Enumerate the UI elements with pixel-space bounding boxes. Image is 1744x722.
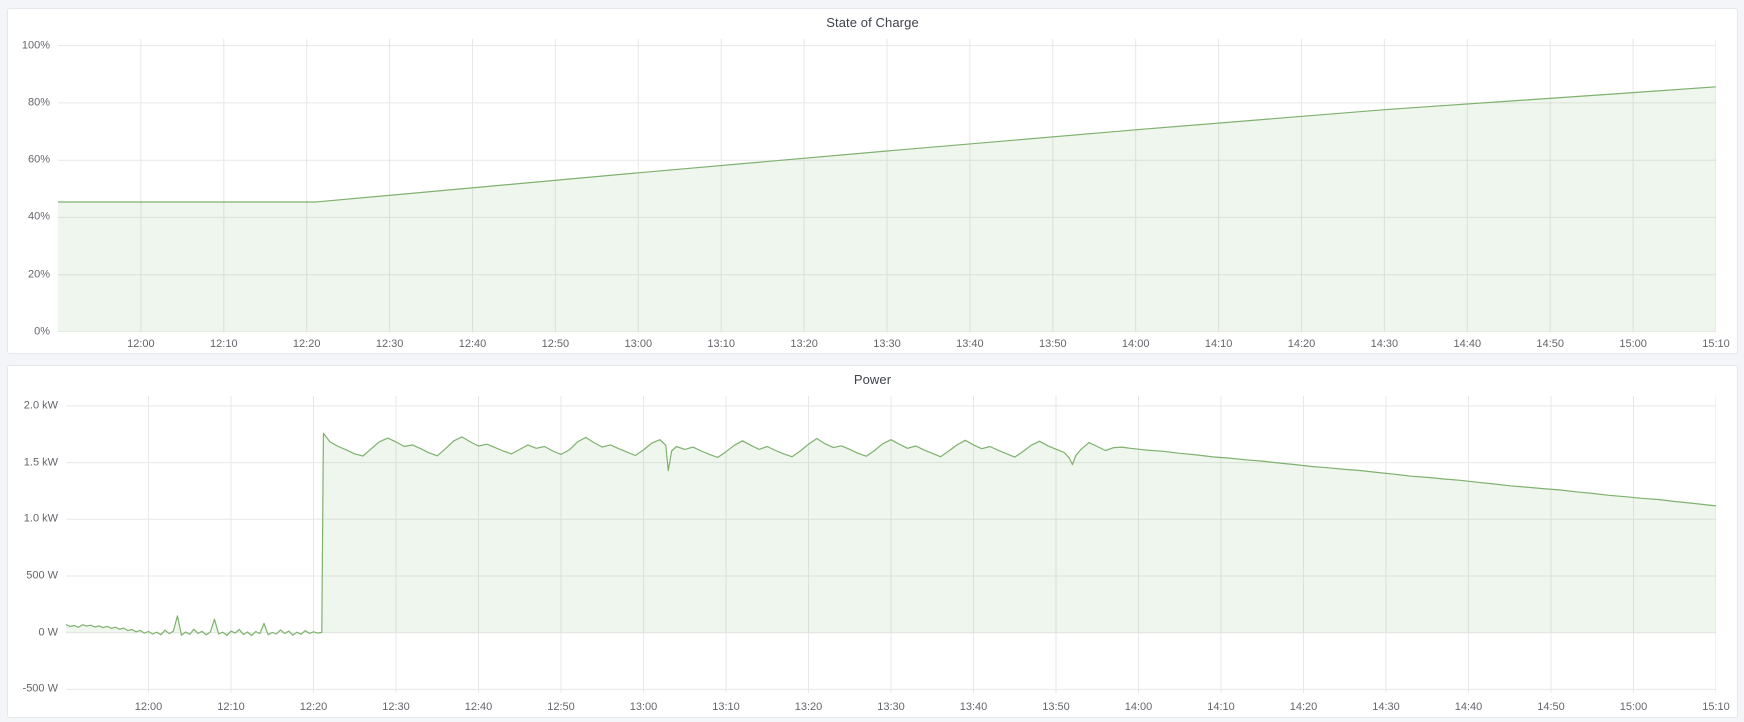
power-y-tick-label: -500 W — [22, 682, 58, 695]
soc-series-line — [58, 86, 1716, 203]
power-x-tick-label: 12:30 — [382, 701, 410, 713]
power-plot-area[interactable] — [66, 396, 1716, 693]
power-series-line — [66, 432, 1716, 637]
soc-x-tick-label: 14:00 — [1121, 338, 1150, 350]
soc-x-tick-label: 13:50 — [1039, 338, 1067, 350]
power-x-tick-label: 13:00 — [629, 701, 658, 713]
power-x-tick-label: 14:50 — [1537, 701, 1565, 713]
soc-x-tick-label: 13:30 — [873, 338, 901, 350]
power-x-tick-label: 15:10 — [1702, 701, 1730, 713]
power-x-tick-label: 13:50 — [1042, 701, 1070, 713]
soc-x-tick-label: 12:10 — [210, 338, 238, 350]
soc-x-tick-label: 15:00 — [1619, 338, 1647, 350]
soc-y-tick-label: 0% — [34, 325, 50, 338]
soc-x-tick-label: 15:10 — [1702, 338, 1730, 350]
power-y-tick-label: 500 W — [26, 569, 58, 582]
power-chart[interactable]: -500 W 0 W 500 W 1.0 kW 1.5 kW 2.0 kW 12:00 12:… — [8, 366, 1737, 717]
soc-x-tick-label: 14:10 — [1204, 338, 1233, 350]
soc-x-tick-label: 14:30 — [1370, 338, 1399, 350]
power-x-tick-label: 14:10 — [1207, 701, 1235, 713]
power-x-tick-label: 13:40 — [959, 701, 988, 713]
power-x-tick-label: 12:10 — [217, 701, 245, 713]
soc-x-tick-label: 13:00 — [624, 338, 653, 350]
soc-y-tick-label: 100% — [21, 39, 50, 52]
power-y-tick-label: 1.5 kW — [23, 456, 58, 469]
soc-x-tick-label: 12:00 — [127, 338, 155, 350]
power-x-tick-label: 14:00 — [1124, 701, 1153, 713]
power-x-tick-label: 12:50 — [547, 701, 575, 713]
soc-x-tick-label: 12:30 — [375, 338, 404, 350]
soc-y-tick-label: 40% — [27, 210, 50, 223]
panel-title-state-of-charge[interactable]: State of Charge — [826, 15, 919, 30]
power-x-tick-label: 13:10 — [712, 701, 740, 713]
panel-power: Power -500 W 0 W 500 W 1.0 kW 1.5 kW 2.0 kW 12… — [7, 365, 1738, 718]
soc-series-fill — [58, 86, 1716, 332]
soc-x-tick-label: 12:20 — [292, 338, 321, 350]
soc-x-tick-label: 14:40 — [1453, 338, 1482, 350]
soc-x-tick-label: 12:50 — [541, 338, 570, 350]
soc-chart[interactable]: 0% 20% 40% 60% 80% 100% 12:00 12:10 12:20 12:30 12… — [8, 9, 1737, 353]
power-y-tick-label: 1.0 kW — [23, 512, 58, 525]
panel-title-power[interactable]: Power — [853, 372, 892, 387]
power-x-tick-label: 12:40 — [464, 701, 493, 713]
power-x-tick-label: 14:30 — [1372, 701, 1400, 713]
power-y-tick-label: 2.0 kW — [23, 399, 58, 412]
power-x-tick-label: 12:00 — [134, 701, 163, 713]
soc-x-tick-label: 13:40 — [956, 338, 984, 350]
power-x-tick-label: 14:40 — [1454, 701, 1483, 713]
soc-y-tick-label: 60% — [27, 153, 50, 166]
power-x-tick-label: 15:00 — [1619, 701, 1648, 713]
power-series-fill — [66, 433, 1716, 636]
power-x-tick-label: 13:20 — [794, 701, 823, 713]
soc-x-tick-label: 14:20 — [1287, 338, 1316, 350]
power-y-tick-label: 0 W — [38, 626, 58, 639]
soc-plot-area[interactable] — [58, 39, 1716, 332]
power-x-tick-label: 14:20 — [1289, 701, 1318, 713]
power-x-tick-label: 12:20 — [299, 701, 328, 713]
soc-y-tick-label: 80% — [27, 96, 50, 109]
soc-x-tick-label: 13:20 — [790, 338, 818, 350]
soc-x-tick-label: 14:50 — [1536, 338, 1564, 350]
soc-x-tick-label: 13:10 — [707, 338, 735, 350]
soc-x-tick-label: 12:40 — [458, 338, 487, 350]
soc-y-tick-label: 20% — [27, 268, 50, 281]
panel-state-of-charge: State of Charge 0% 20% 40% 60% 80% 100% 12:00 1… — [7, 8, 1738, 354]
power-x-tick-label: 13:30 — [877, 701, 905, 713]
